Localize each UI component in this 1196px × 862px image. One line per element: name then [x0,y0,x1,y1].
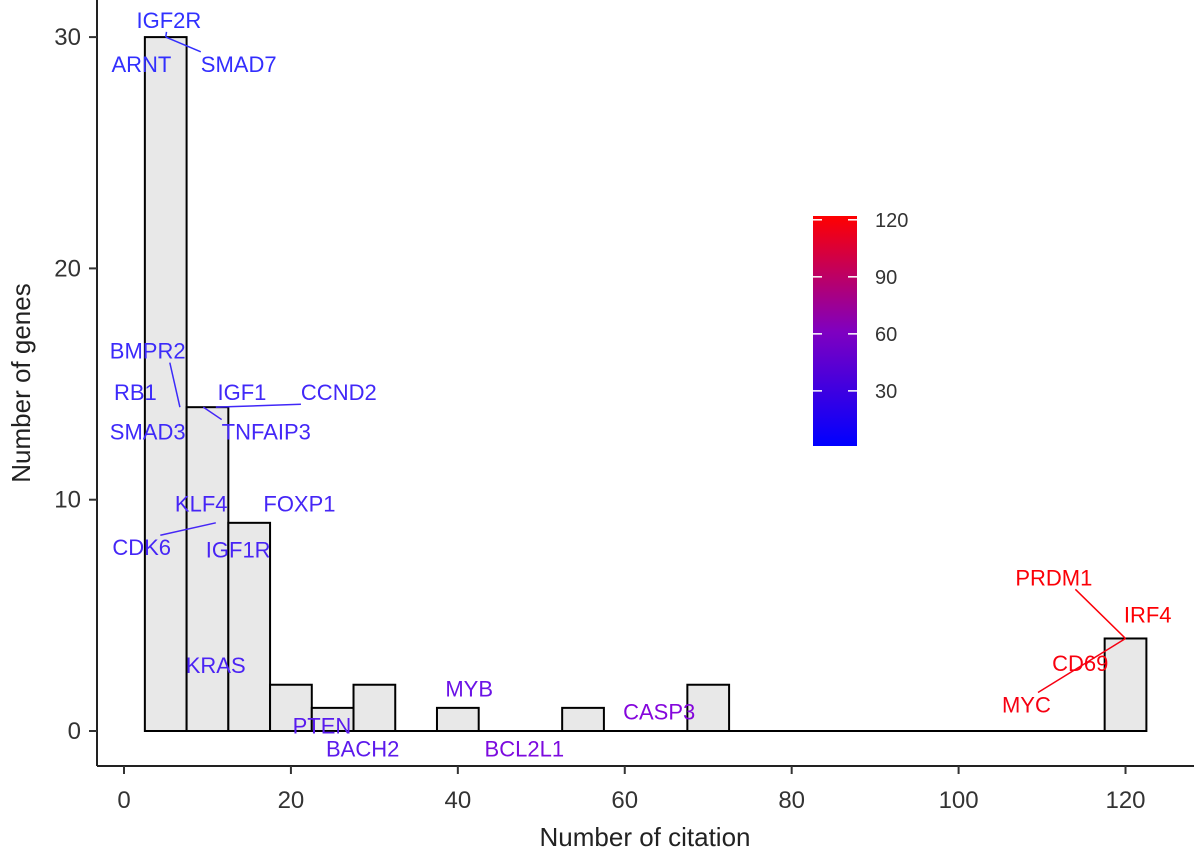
gene-label: CD69 [1052,651,1108,676]
axes [96,0,1194,767]
colorbar-tick-label: 30 [875,381,897,403]
leader-line [165,36,202,53]
y-tick-label: 20 [54,255,81,282]
y-tick-label: 10 [54,487,81,514]
histogram-bar [185,406,230,732]
y-tick-label: 30 [54,24,81,51]
gene-label: BMPR2 [110,339,186,364]
leader-line [1074,588,1127,640]
y-tick-label: 0 [68,718,81,745]
x-ticks: 0 20 40 60 80 100 120 [117,766,1146,814]
leader-line [164,31,168,38]
leader-line [215,403,301,408]
gene-label: IGF1 [217,380,266,405]
gene-label: ARNT [111,52,171,77]
gene-label: SMAD7 [201,52,277,77]
gene-label: SMAD3 [110,420,186,445]
gene-label: CDK6 [112,535,171,560]
x-tick-label: 100 [939,787,979,814]
gene-label: PRDM1 [1015,565,1092,590]
leader-line [202,406,223,421]
gene-label: IGF2R [137,8,202,33]
gene-label: CASP3 [623,699,695,724]
x-tick-label: 20 [278,787,305,814]
gene-label: IGF1R [206,538,271,563]
gene-label: CCND2 [301,380,377,405]
color-legend: 30 60 90 120 [813,210,908,446]
histogram-bar [227,521,272,733]
gene-labels: IGF2R ARNT SMAD7 BMPR2 RB1 IGF1 CCND2 SMAD3 TNFA… [110,8,1172,762]
label-leader-lines [160,31,1127,694]
colorbar-tick-label: 60 [875,324,897,346]
colorbar-tick-label: 90 [875,267,897,289]
colorbar-gradient [813,216,857,446]
histogram-bar [269,683,313,732]
histogram-bar [435,706,480,732]
leader-line [160,522,216,536]
gene-label: MYB [445,676,493,701]
gene-label: PTEN [293,713,352,738]
x-tick-label: 40 [444,787,471,814]
y-axis-title: Number of genes [6,283,36,482]
x-tick-label: 60 [611,787,638,814]
x-axis-title: Number of citation [540,822,751,852]
gene-label: BCL2L1 [485,736,565,761]
leader-line [169,362,181,408]
gene-label: BACH2 [326,736,399,761]
gene-label: MYC [1002,692,1051,717]
histogram-bars [143,36,1148,733]
gene-label: RB1 [114,380,157,405]
colorbar-tick-label: 120 [875,210,908,232]
gene-label: KLF4 [175,491,228,516]
gene-label: IRF4 [1124,602,1172,627]
histogram-bar [352,683,397,732]
gene-label: TNFAIP3 [222,420,311,445]
leader-line [1037,637,1126,694]
colorbar-ticks: 30 60 90 120 [813,210,908,403]
histogram-bar [1103,637,1148,732]
gene-label: FOXP1 [263,491,335,516]
histogram-bar [686,683,731,732]
x-tick-label: 120 [1105,787,1145,814]
y-ticks: 0 10 20 30 [54,24,97,745]
x-tick-label: 0 [117,787,130,814]
x-tick-label: 80 [778,787,805,814]
histogram-bar [143,36,188,733]
histogram-bar [561,706,605,732]
gene-label: KRAS [186,653,246,678]
